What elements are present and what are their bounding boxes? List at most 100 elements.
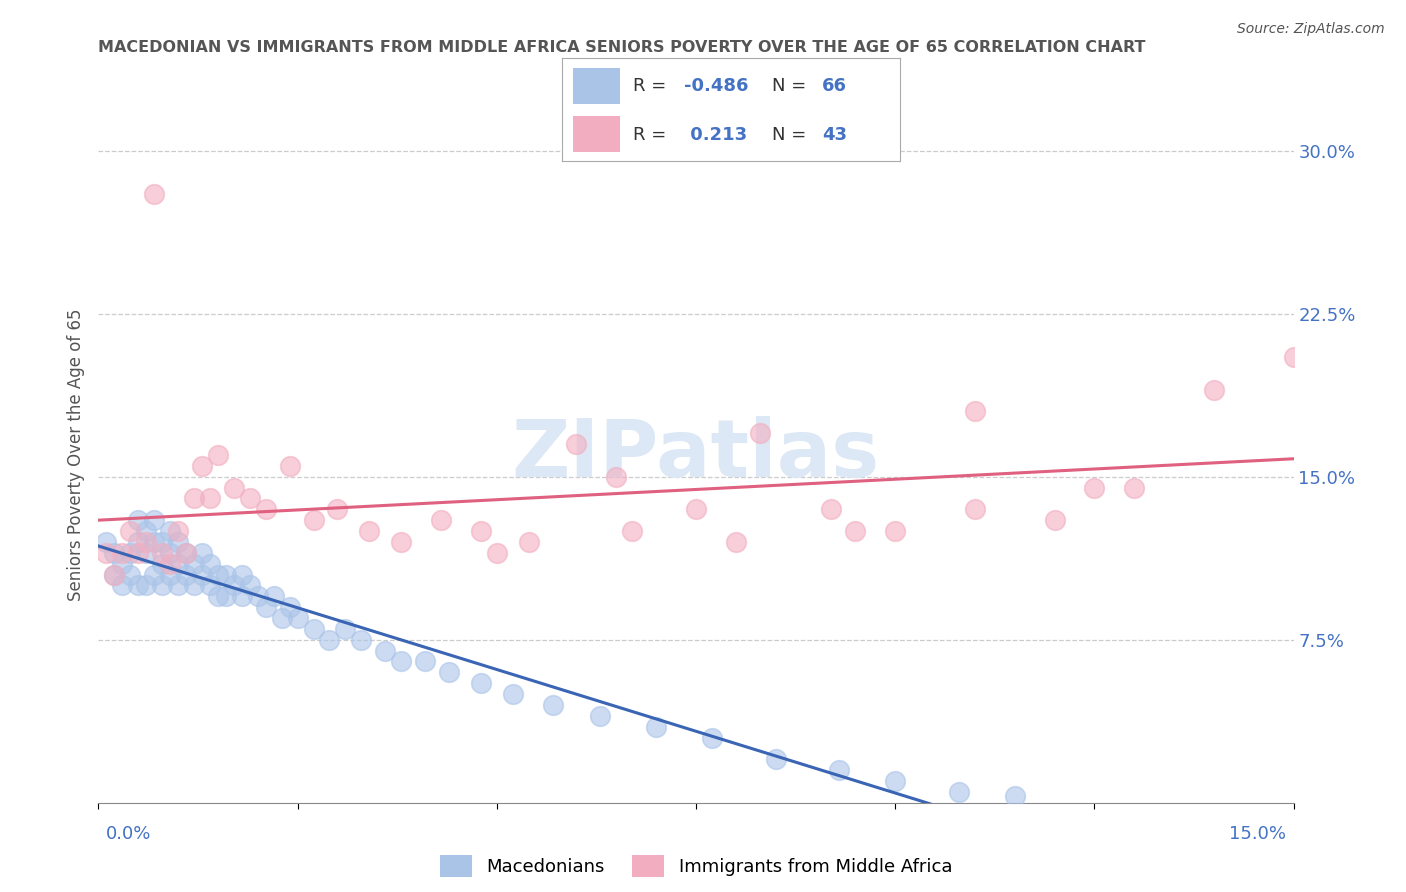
Point [143,186,166,201]
Text: -0.486: -0.486 [683,78,748,95]
Point [111,578,134,592]
Point [318,632,340,647]
Point [302,513,325,527]
Point [143,513,166,527]
Point [215,589,238,603]
Point [278,458,301,473]
Point [111,557,134,571]
Point [359,524,381,538]
Point [159,557,181,571]
Point [207,589,229,603]
Text: 66: 66 [823,78,848,95]
Point [96,535,118,549]
Point [103,567,125,582]
Point [437,665,460,680]
Point [254,502,277,516]
Point [167,557,190,571]
Point [263,589,285,603]
Point [191,567,214,582]
Point [517,535,540,549]
Point [159,567,181,582]
Point [685,502,707,516]
Point [167,524,190,538]
Point [120,546,142,560]
Point [589,708,612,723]
Point [159,524,181,538]
Point [207,448,229,462]
Point [287,611,309,625]
Point [820,502,842,516]
Point [96,546,118,560]
Point [150,578,173,592]
Text: 0.213: 0.213 [683,126,747,144]
Y-axis label: Seniors Poverty Over the Age of 65: Seniors Poverty Over the Age of 65 [66,309,84,601]
Text: N =: N = [772,126,811,144]
Text: ZIPatlas: ZIPatlas [512,416,880,494]
Point [565,437,588,451]
Point [167,535,190,549]
Point [183,578,205,592]
Point [948,785,970,799]
Point [1202,383,1225,397]
Point [135,524,157,538]
Point [174,546,197,560]
Point [191,458,214,473]
Text: MACEDONIAN VS IMMIGRANTS FROM MIDDLE AFRICA SENIORS POVERTY OVER THE AGE OF 65 C: MACEDONIAN VS IMMIGRANTS FROM MIDDLE AFR… [98,40,1146,55]
Point [828,763,851,777]
Point [374,643,396,657]
Point [470,676,492,690]
Point [605,469,627,483]
Point [765,752,787,766]
Point [120,524,142,538]
Bar [572,117,620,153]
Point [198,578,221,592]
Text: 0.0%: 0.0% [105,825,150,843]
Point [174,567,197,582]
Point [127,513,149,527]
Bar [572,69,620,104]
Point [159,546,181,560]
Point [1282,350,1305,364]
Point [167,578,190,592]
Point [485,546,508,560]
Point [239,491,262,506]
Point [183,491,205,506]
Point [103,567,125,582]
Point [150,535,173,549]
Point [884,774,907,789]
Point [135,535,157,549]
Point [278,600,301,615]
Point [222,481,245,495]
Point [389,535,412,549]
Point [724,535,747,549]
Point [326,502,349,516]
Text: Source: ZipAtlas.com: Source: ZipAtlas.com [1237,22,1385,37]
Point [1083,481,1105,495]
Point [143,535,166,549]
Point [215,567,238,582]
Point [198,491,221,506]
Point [389,655,412,669]
Point [246,589,269,603]
Point [502,687,524,701]
Point [191,546,214,560]
Point [541,698,564,712]
Point [884,524,907,538]
Point [127,578,149,592]
Point [135,578,157,592]
Point [174,546,197,560]
Point [254,600,277,615]
Point [231,567,253,582]
Point [844,524,866,538]
Point [302,622,325,636]
Point [963,404,986,418]
Point [621,524,644,538]
Text: N =: N = [772,78,811,95]
Point [270,611,292,625]
Point [645,720,668,734]
Point [335,622,357,636]
Point [222,578,245,592]
Point [1123,481,1146,495]
Point [700,731,723,745]
Legend: Macedonians, Immigrants from Middle Africa: Macedonians, Immigrants from Middle Afri… [432,847,960,884]
